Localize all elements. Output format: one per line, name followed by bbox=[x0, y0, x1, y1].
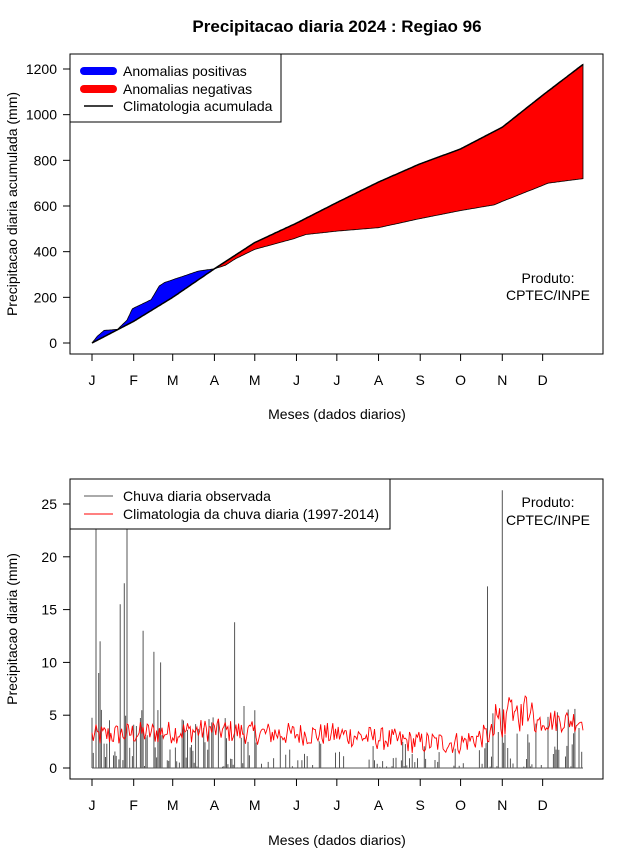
bottom-x-tick-label: J bbox=[293, 797, 300, 813]
top-y-axis-label: Precipitacao diaria acumulada (mm) bbox=[4, 92, 20, 316]
bottom-y-tick-label: 15 bbox=[41, 602, 57, 618]
bottom-x-tick-label: S bbox=[416, 797, 425, 813]
legend-label-daily-climatology: Climatologia da chuva diaria (1997-2014) bbox=[123, 506, 379, 522]
legend-label-observed: Chuva diaria observada bbox=[123, 488, 271, 504]
legend-label-positive: Anomalias positivas bbox=[123, 63, 247, 79]
bottom-x-tick-label: M bbox=[249, 797, 261, 813]
top-x-tick-label: O bbox=[455, 372, 466, 388]
top-x-tick-label: J bbox=[293, 372, 300, 388]
top-y-tick-label: 800 bbox=[34, 152, 58, 168]
daily-climatology-line bbox=[91, 695, 584, 755]
daily-chart: 0 5 10 15 20 25 J F M A M J J A S O N D Meses (dados dia… bbox=[4, 478, 604, 848]
bottom-x-tick-label: D bbox=[538, 797, 548, 813]
bottom-x-tick-label: N bbox=[497, 797, 507, 813]
bottom-x-tick-label: A bbox=[374, 797, 384, 813]
chart-title: Precipitacao diaria 2024 : Regiao 96 bbox=[192, 17, 481, 36]
accumulated-chart: 0 200 400 600 800 1000 1200 J F M A M J J A S O N D Meses… bbox=[4, 53, 604, 422]
top-y-tick-label: 1000 bbox=[26, 107, 57, 123]
bottom-x-tick-label: F bbox=[129, 797, 138, 813]
top-y-tick-label: 0 bbox=[49, 335, 57, 351]
bottom-x-axis-label: Meses (dados diarios) bbox=[268, 832, 406, 848]
positive-anomaly-area bbox=[91, 267, 217, 344]
daily-rain-bars bbox=[91, 490, 583, 769]
bottom-y-tick-label: 5 bbox=[49, 707, 57, 723]
bottom-x-tick-label: M bbox=[167, 797, 179, 813]
top-x-tick-label: A bbox=[374, 372, 384, 388]
bottom-x-tick-label: A bbox=[210, 797, 220, 813]
top-x-tick-label: M bbox=[249, 372, 261, 388]
bottom-product-source: CPTEC/INPE bbox=[506, 512, 590, 528]
bottom-legend-box bbox=[69, 478, 391, 530]
top-y-axis: 0 200 400 600 800 1000 1200 bbox=[26, 61, 71, 351]
top-x-tick-label: S bbox=[416, 372, 425, 388]
bottom-y-axis: 0 5 10 15 20 25 bbox=[41, 496, 71, 776]
legend-label-negative: Anomalias negativas bbox=[123, 81, 252, 97]
accumulated-lines bbox=[91, 63, 584, 344]
top-y-tick-label: 600 bbox=[34, 198, 58, 214]
top-x-tick-label: N bbox=[497, 372, 507, 388]
bottom-y-axis-label: Precipitacao diaria (mm) bbox=[4, 553, 20, 705]
daily-climatology bbox=[91, 695, 584, 755]
legend-label-climatology: Climatologia acumulada bbox=[123, 98, 273, 114]
bottom-x-tick-label: O bbox=[455, 797, 466, 813]
top-product-label: Produto: bbox=[522, 270, 575, 286]
bottom-y-tick-label: 20 bbox=[41, 549, 57, 565]
top-x-tick-label: J bbox=[333, 372, 340, 388]
bottom-x-tick-label: J bbox=[333, 797, 340, 813]
top-y-tick-label: 200 bbox=[34, 289, 58, 305]
bottom-y-tick-label: 0 bbox=[49, 760, 57, 776]
climatology-accumulated-line bbox=[91, 63, 584, 344]
top-x-tick-label: D bbox=[538, 372, 548, 388]
top-x-tick-label: F bbox=[129, 372, 138, 388]
top-x-tick-label: J bbox=[89, 372, 96, 388]
bottom-y-tick-label: 25 bbox=[41, 496, 57, 512]
top-x-tick-label: A bbox=[210, 372, 220, 388]
bottom-legend: Chuva diaria observada Climatologia da c… bbox=[69, 478, 391, 530]
top-y-tick-label: 400 bbox=[34, 244, 58, 260]
top-product-source: CPTEC/INPE bbox=[506, 287, 590, 303]
top-x-axis-label: Meses (dados diarios) bbox=[268, 406, 406, 422]
top-y-tick-label: 1200 bbox=[26, 61, 57, 77]
bottom-x-tick-label: J bbox=[89, 797, 96, 813]
top-legend: Anomalias positivas Anomalias negativas … bbox=[69, 53, 282, 123]
bottom-product-label: Produto: bbox=[522, 494, 575, 510]
top-x-tick-label: M bbox=[167, 372, 179, 388]
bottom-y-tick-label: 10 bbox=[41, 654, 57, 670]
